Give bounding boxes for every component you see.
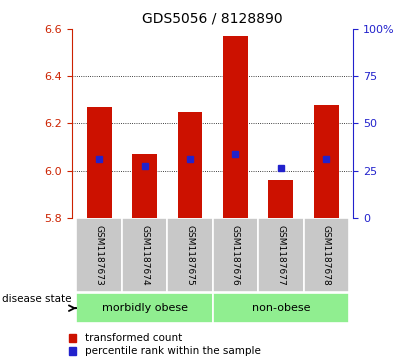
Text: disease state: disease state <box>2 294 72 304</box>
FancyBboxPatch shape <box>303 218 349 292</box>
FancyBboxPatch shape <box>122 218 167 292</box>
Title: GDS5056 / 8128890: GDS5056 / 8128890 <box>142 11 283 25</box>
Text: GSM1187674: GSM1187674 <box>140 225 149 285</box>
Bar <box>87 107 112 218</box>
Text: GSM1187673: GSM1187673 <box>95 225 104 285</box>
Bar <box>268 180 293 218</box>
FancyBboxPatch shape <box>167 218 213 292</box>
Text: GSM1187677: GSM1187677 <box>276 225 285 285</box>
Text: GSM1187675: GSM1187675 <box>185 225 194 285</box>
FancyBboxPatch shape <box>76 218 122 292</box>
FancyBboxPatch shape <box>213 218 258 292</box>
FancyBboxPatch shape <box>258 218 303 292</box>
FancyBboxPatch shape <box>76 293 213 323</box>
Text: non-obese: non-obese <box>252 303 310 313</box>
Bar <box>178 111 203 218</box>
Text: GSM1187678: GSM1187678 <box>322 225 331 285</box>
Legend: transformed count, percentile rank within the sample: transformed count, percentile rank withi… <box>69 333 261 356</box>
Bar <box>132 154 157 218</box>
Text: morbidly obese: morbidly obese <box>102 303 187 313</box>
FancyBboxPatch shape <box>213 293 349 323</box>
Bar <box>314 105 339 218</box>
Text: GSM1187676: GSM1187676 <box>231 225 240 285</box>
Bar <box>223 36 248 218</box>
